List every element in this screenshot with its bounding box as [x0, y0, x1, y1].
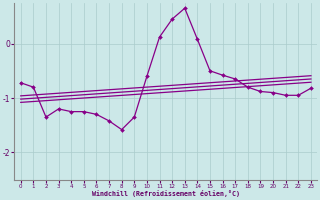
- X-axis label: Windchill (Refroidissement éolien,°C): Windchill (Refroidissement éolien,°C): [92, 190, 240, 197]
